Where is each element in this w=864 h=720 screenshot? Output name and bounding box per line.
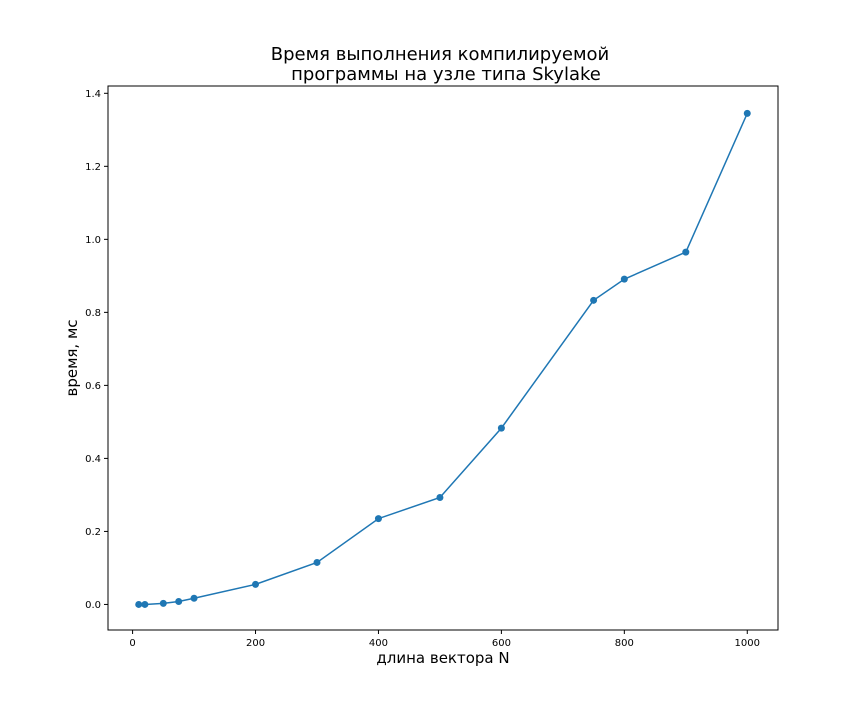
- data-point: [135, 600, 143, 608]
- chart-title-line-2: программы на узле типа Skylake: [291, 64, 601, 85]
- series-layer: [135, 109, 751, 608]
- data-point: [374, 515, 382, 523]
- x-tick-label: 400: [369, 638, 388, 649]
- data-point: [313, 558, 321, 566]
- y-tick-label: 1.0: [85, 235, 101, 246]
- data-point: [190, 594, 198, 602]
- y-tick-label: 0.0: [85, 600, 101, 611]
- data-point: [743, 109, 751, 117]
- y-axis-label: время, мс: [63, 319, 81, 396]
- data-point: [159, 599, 167, 607]
- x-axis-label: длина вектора N: [376, 649, 509, 667]
- data-point: [252, 580, 260, 588]
- y-tick-label: 0.6: [85, 381, 101, 392]
- x-tick-label: 0: [129, 638, 135, 649]
- x-tick-label: 200: [246, 638, 265, 649]
- x-tick-label: 1000: [735, 638, 760, 649]
- axis-ticks: 0 200 400 600 800 1000 0.0 0.2 0.4 0.6 0.8 1.0 1.2 1.…: [85, 89, 760, 649]
- y-tick-label: 0.8: [85, 308, 101, 319]
- x-tick-label: 800: [615, 638, 634, 649]
- y-tick-label: 0.2: [85, 527, 101, 538]
- plot-frame: [107, 85, 779, 631]
- data-point: [141, 600, 149, 608]
- data-point: [682, 248, 690, 256]
- chart-title-line-1: Время выполнения компилируемой: [271, 44, 610, 65]
- y-tick-label: 0.4: [85, 454, 101, 465]
- data-point: [590, 296, 598, 304]
- data-point: [175, 598, 183, 606]
- x-tick-label: 600: [492, 638, 511, 649]
- data-point: [620, 275, 628, 283]
- data-point: [436, 493, 444, 501]
- data-point: [497, 424, 505, 432]
- series-line: [138, 113, 748, 606]
- y-tick-label: 1.2: [85, 162, 101, 173]
- y-tick-label: 1.4: [85, 89, 101, 100]
